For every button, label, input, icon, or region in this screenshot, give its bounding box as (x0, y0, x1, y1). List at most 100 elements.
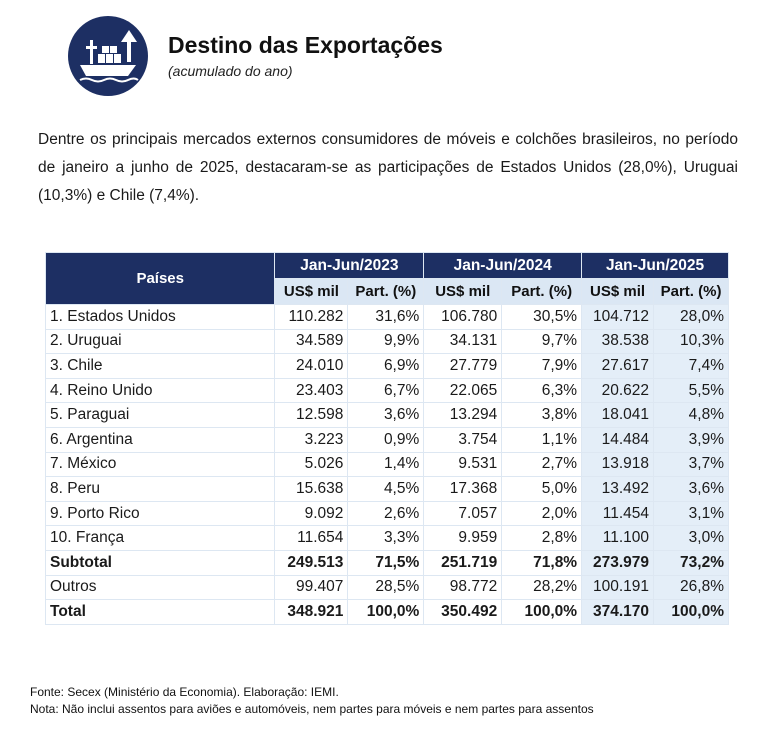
share-cell-2024: 5,0% (501, 476, 583, 502)
page-subtitle: (acumulado do ano) (168, 63, 293, 79)
share-cell-2025: 7,4% (653, 353, 729, 379)
share-cell-2023: 2,6% (347, 500, 425, 527)
country-cell: 5. Paraguai (44, 402, 276, 428)
value-cell-2024: 27.779 (423, 353, 503, 379)
period-header-2024: Jan-Jun/2024 (423, 252, 583, 279)
country-cell: 3. Chile (44, 353, 276, 379)
share-cell-2025: 3,9% (653, 426, 729, 453)
value-cell-2025: 11.100 (581, 525, 655, 551)
value-cell-2023: 11.654 (274, 525, 349, 551)
value-cell-2025: 11.454 (581, 500, 655, 527)
share-cell-2024: 2,0% (501, 500, 583, 527)
share-cell-2025: 3,6% (653, 476, 729, 502)
share-cell-2023: 3,6% (347, 402, 425, 428)
value-cell-2024: 106.780 (423, 304, 503, 330)
total-row: Total 348.921 100,0% 350.492 100,0% 374.170 10… (44, 599, 729, 625)
table-row: 1. Estados Unidos 110.282 31,6% 106.780 30,5… (44, 304, 729, 330)
value-cell-2023: 348.921 (274, 599, 349, 625)
table-row: 6. Argentina 3.223 0,9% 3.754 1,1% 14.484 3,9% (44, 426, 729, 453)
table-row: 3. Chile 24.010 6,9% 27.779 7,9% 27.617 7,4% (44, 353, 729, 379)
country-cell: Total (44, 599, 276, 625)
value-cell-2025: 100.191 (581, 574, 655, 601)
disclaimer-note: Nota: Não inclui assentos para aviões e … (30, 702, 594, 716)
country-cell: 6. Argentina (44, 426, 276, 453)
value-cell-2025: 13.918 (581, 451, 655, 478)
table-row: 9. Porto Rico 9.092 2,6% 7.057 2,0% 11.454 3,1… (44, 500, 729, 527)
value-cell-2023: 99.407 (274, 574, 349, 601)
share-cell-2025: 4,8% (653, 402, 729, 428)
share-cell-2023: 31,6% (347, 304, 425, 330)
share-cell-2023: 4,5% (347, 476, 425, 502)
country-cell: 2. Uruguai (44, 328, 276, 355)
country-cell: Outros (44, 574, 276, 601)
table-row: 5. Paraguai 12.598 3,6% 13.294 3,8% 18.041 4,8… (44, 402, 729, 428)
country-cell: 7. México (44, 451, 276, 478)
subtotal-row: Subtotal 249.513 71,5% 251.719 71,8% 273.979 7… (44, 549, 729, 576)
country-cell: 9. Porto Rico (44, 500, 276, 527)
value-cell-2024: 3.754 (423, 426, 503, 453)
table-body: 1. Estados Unidos 110.282 31,6% 106.780 30,5… (44, 304, 729, 625)
share-cell-2023: 6,9% (347, 353, 425, 379)
share-cell-2023: 71,5% (347, 549, 425, 576)
value-cell-2023: 12.598 (274, 402, 349, 428)
value-cell-2024: 22.065 (423, 377, 503, 404)
country-cell: 4. Reino Unido (44, 377, 276, 404)
value-cell-2023: 23.403 (274, 377, 349, 404)
value-cell-2023: 15.638 (274, 476, 349, 502)
countries-header: Países (44, 252, 276, 305)
share-cell-2023: 0,9% (347, 426, 425, 453)
value-cell-2024: 13.294 (423, 402, 503, 428)
share-cell-2025: 73,2% (653, 549, 729, 576)
intro-paragraph: Dentre os principais mercados externos c… (38, 131, 738, 204)
share-cell-2024: 9,7% (501, 328, 583, 355)
share-cell-2025: 28,0% (653, 304, 729, 330)
table-row: 10. França 11.654 3,3% 9.959 2,8% 11.100 3,0% (44, 525, 729, 551)
share-cell-2023: 9,9% (347, 328, 425, 355)
share-cell-2024: 1,1% (501, 426, 583, 453)
value-cell-2024: 350.492 (423, 599, 503, 625)
value-cell-2025: 38.538 (581, 328, 655, 355)
value-cell-2024: 98.772 (423, 574, 503, 601)
share-cell-2025: 100,0% (653, 599, 729, 625)
value-cell-2024: 9.959 (423, 525, 503, 551)
footnotes: Fonte: Secex (Ministério da Economia). E… (30, 684, 594, 718)
share-cell-2025: 3,1% (653, 500, 729, 527)
exports-table: Países Jan-Jun/2023 Jan-Jun/2024 Jan-Jun… (44, 252, 729, 625)
value-cell-2023: 5.026 (274, 451, 349, 478)
share-cell-2023: 28,5% (347, 574, 425, 601)
value-cell-2025: 13.492 (581, 476, 655, 502)
share-cell-2023: 6,7% (347, 377, 425, 404)
table-row: 4. Reino Unido 23.403 6,7% 22.065 6,3% 20.622… (44, 377, 729, 404)
country-cell: 8. Peru (44, 476, 276, 502)
value-cell-2025: 20.622 (581, 377, 655, 404)
source-note: Fonte: Secex (Ministério da Economia). E… (30, 685, 339, 699)
share-cell-2024: 71,8% (501, 549, 583, 576)
value-cell-2025: 14.484 (581, 426, 655, 453)
country-cell: Subtotal (44, 549, 276, 576)
share-cell-2023: 1,4% (347, 451, 425, 478)
value-cell-2025: 27.617 (581, 353, 655, 379)
value-cell-2023: 24.010 (274, 353, 349, 379)
share-cell-2024: 2,7% (501, 451, 583, 478)
value-cell-2023: 34.589 (274, 328, 349, 355)
share-cell-2025: 3,0% (653, 525, 729, 551)
share-header: Part. (%) (347, 278, 425, 305)
value-cell-2023: 3.223 (274, 426, 349, 453)
share-cell-2024: 6,3% (501, 377, 583, 404)
value-cell-2025: 374.170 (581, 599, 655, 625)
share-cell-2025: 5,5% (653, 377, 729, 404)
value-cell-2024: 17.368 (423, 476, 503, 502)
value-cell-2025: 104.712 (581, 304, 655, 330)
value-cell-2024: 9.531 (423, 451, 503, 478)
value-cell-2024: 251.719 (423, 549, 503, 576)
value-cell-2023: 249.513 (274, 549, 349, 576)
period-header-2023: Jan-Jun/2023 (274, 252, 425, 279)
cargo-ship-export-icon (68, 16, 148, 96)
value-header: US$ mil (423, 278, 503, 305)
country-cell: 10. França (44, 525, 276, 551)
share-cell-2025: 26,8% (653, 574, 729, 601)
table-row: 8. Peru 15.638 4,5% 17.368 5,0% 13.492 3,6% (44, 476, 729, 502)
value-header: US$ mil (274, 278, 349, 305)
share-header: Part. (%) (653, 278, 729, 305)
period-header-2025: Jan-Jun/2025 (581, 252, 729, 279)
